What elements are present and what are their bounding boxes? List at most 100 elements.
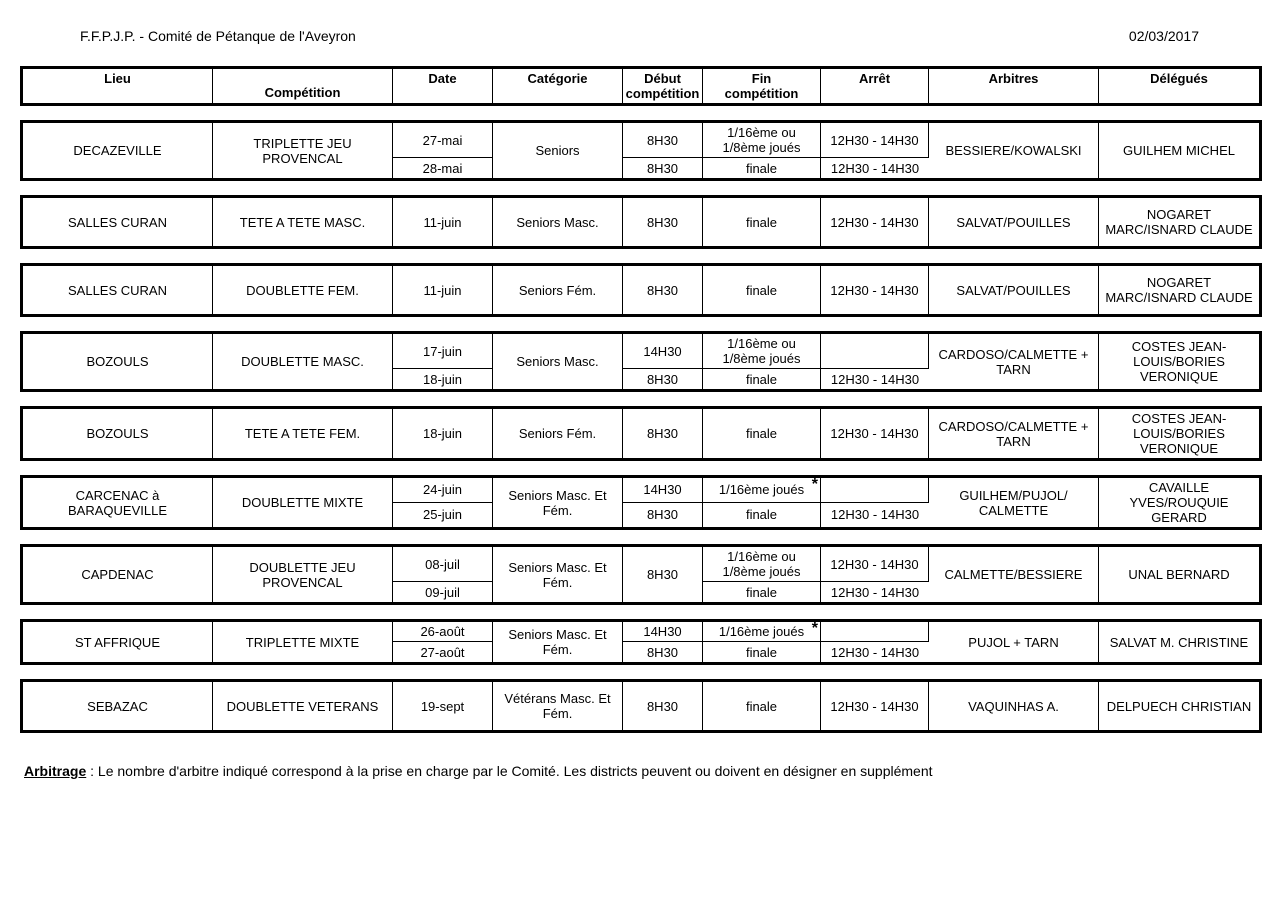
arret-cell (821, 478, 929, 503)
fin-cell: 1/16ème ou 1/8ème joués (703, 334, 821, 369)
event-block: SEBAZACDOUBLETTE VETERANS19-septVétérans… (20, 679, 1262, 733)
fin-cell: finale (703, 198, 821, 246)
arret-cell: 12H30 - 14H30 (821, 409, 929, 458)
categorie-cell: Seniors Masc. Et Fém. (493, 622, 623, 662)
date-cell: 27-mai (393, 123, 493, 158)
arret-cell: 12H30 - 14H30 (821, 642, 929, 662)
delegues-cell: NOGARET MARC/ISNARD CLAUDE (1099, 266, 1259, 314)
col-categorie: Catégorie (493, 69, 623, 103)
arret-cell (821, 334, 929, 369)
event-block: ST AFFRIQUETRIPLETTE MIXTE26-aoûtSeniors… (20, 619, 1262, 665)
lieu-cell: DECAZEVILLE (23, 123, 213, 178)
lieu-cell: ST AFFRIQUE (23, 622, 213, 662)
arbitres-cell: CALMETTE/BESSIERE (929, 547, 1099, 602)
lieu-cell: BOZOULS (23, 334, 213, 389)
fin-cell: finale (703, 158, 821, 178)
categorie-cell: Seniors Masc. (493, 334, 623, 389)
fin-cell: finale (703, 642, 821, 662)
date-cell: 08-juil (393, 547, 493, 582)
col-arbitres-label: Arbitres (989, 71, 1039, 86)
competition-cell: DOUBLETTE VETERANS (213, 682, 393, 730)
document-date: 02/03/2017 (1129, 28, 1199, 44)
event-block: SALLES CURANDOUBLETTE FEM.11-juinSeniors… (20, 263, 1262, 317)
debut-cell: 8H30 (623, 409, 703, 458)
arbitres-cell: VAQUINHAS A. (929, 682, 1099, 730)
date-cell: 11-juin (393, 198, 493, 246)
debut-cell: 8H30 (623, 642, 703, 662)
event-block: CARCENAC à BARAQUEVILLEDOUBLETTE MIXTE24… (20, 475, 1262, 530)
debut-cell: 14H30 (623, 334, 703, 369)
date-cell: 28-mai (393, 158, 493, 178)
arret-cell: 12H30 - 14H30 (821, 369, 929, 389)
debut-cell: 8H30 (623, 266, 703, 314)
col-lieu: Lieu (23, 69, 213, 103)
arret-cell: 12H30 - 14H30 (821, 547, 929, 582)
debut-cell: 8H30 (623, 503, 703, 528)
fin-cell: finale (703, 503, 821, 528)
delegues-cell: NOGARET MARC/ISNARD CLAUDE (1099, 198, 1259, 246)
categorie-cell: Seniors Fém. (493, 409, 623, 458)
arret-cell: 12H30 - 14H30 (821, 503, 929, 528)
col-date: Date (393, 69, 493, 103)
debut-cell: 8H30 (623, 198, 703, 246)
lieu-cell: CARCENAC à BARAQUEVILLE (23, 478, 213, 527)
col-date-label: Date (428, 71, 456, 86)
arbitres-cell: CARDOSO/CALMETTE + TARN (929, 409, 1099, 458)
competition-cell: TRIPLETTE JEU PROVENCAL (213, 123, 393, 178)
arret-cell (821, 622, 929, 642)
date-cell: 27-août (393, 642, 493, 662)
debut-cell: 8H30 (623, 123, 703, 158)
delegues-cell: UNAL BERNARD (1099, 547, 1259, 602)
col-debut-label1: Début (644, 71, 681, 86)
col-fin-label1: Fin (752, 71, 772, 86)
categorie-cell: Seniors (493, 123, 623, 178)
debut-cell: 8H30 (623, 682, 703, 730)
debut-cell: 8H30 (623, 547, 703, 602)
delegues-cell: COSTES JEAN-LOUIS/BORIES VERONIQUE (1099, 409, 1259, 458)
competition-cell: TETE A TETE MASC. (213, 198, 393, 246)
org-name: F.F.P.J.P. - Comité de Pétanque de l'Ave… (80, 28, 356, 44)
date-cell: 11-juin (393, 266, 493, 314)
col-arret-label: Arrêt (859, 71, 890, 86)
event-block: BOZOULSTETE A TETE FEM.18-juinSeniors Fé… (20, 406, 1262, 461)
page-header: F.F.P.J.P. - Comité de Pétanque de l'Ave… (20, 28, 1259, 44)
schedule-container: Lieu Compétition Date Catégorie Début co… (20, 66, 1260, 733)
categorie-cell: Seniors Masc. (493, 198, 623, 246)
arbitres-cell: SALVAT/POUILLES (929, 198, 1099, 246)
lieu-cell: SALLES CURAN (23, 266, 213, 314)
competition-cell: TETE A TETE FEM. (213, 409, 393, 458)
arret-cell: 12H30 - 14H30 (821, 266, 929, 314)
lieu-cell: SEBAZAC (23, 682, 213, 730)
date-cell: 25-juin (393, 503, 493, 528)
col-competition-label: Compétition (215, 85, 390, 100)
date-cell: 09-juil (393, 582, 493, 602)
fin-cell: finale (703, 266, 821, 314)
delegues-cell: SALVAT M. CHRISTINE (1099, 622, 1259, 662)
categorie-cell: Seniors Masc. Et Fém. (493, 478, 623, 527)
fin-cell: finale (703, 369, 821, 389)
event-block: BOZOULSDOUBLETTE MASC.17-juinSeniors Mas… (20, 331, 1262, 392)
arret-cell: 12H30 - 14H30 (821, 198, 929, 246)
col-delegues-label: Délégués (1150, 71, 1208, 86)
categorie-cell: Vétérans Masc. Et Fém. (493, 682, 623, 730)
competition-cell: TRIPLETTE MIXTE (213, 622, 393, 662)
col-debut-label2: compétition (626, 86, 700, 101)
date-cell: 18-juin (393, 369, 493, 389)
arbitres-cell: CARDOSO/CALMETTE + TARN (929, 334, 1099, 389)
date-cell: 24-juin (393, 478, 493, 503)
col-fin: Fin compétition (703, 69, 821, 103)
fin-cell: 1/16ème ou 1/8ème joués (703, 547, 821, 582)
event-block: DECAZEVILLETRIPLETTE JEU PROVENCAL27-mai… (20, 120, 1262, 181)
delegues-cell: CAVAILLE YVES/ROUQUIE GERARD (1099, 478, 1259, 527)
delegues-cell: GUILHEM MICHEL (1099, 123, 1259, 178)
delegues-cell: COSTES JEAN-LOUIS/BORIES VERONIQUE (1099, 334, 1259, 389)
date-cell: 18-juin (393, 409, 493, 458)
event-block: SALLES CURANTETE A TETE MASC.11-juinSeni… (20, 195, 1262, 249)
competition-cell: DOUBLETTE JEU PROVENCAL (213, 547, 393, 602)
footer-label: Arbitrage (24, 763, 86, 779)
col-arret: Arrêt (821, 69, 929, 103)
arbitres-cell: PUJOL + TARN (929, 622, 1099, 662)
arret-cell: 12H30 - 14H30 (821, 123, 929, 158)
arret-cell: 12H30 - 14H30 (821, 158, 929, 178)
competition-cell: DOUBLETTE FEM. (213, 266, 393, 314)
